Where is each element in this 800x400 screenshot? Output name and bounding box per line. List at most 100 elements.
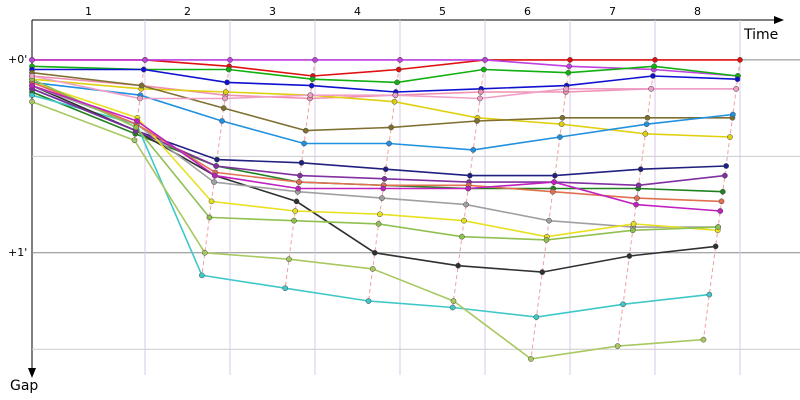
series-point xyxy=(302,127,309,134)
series-point xyxy=(651,63,658,70)
series-point xyxy=(723,163,729,169)
series-line xyxy=(31,81,718,238)
series-point xyxy=(134,118,140,124)
series-point xyxy=(371,249,378,256)
x-tick-label: 3 xyxy=(269,5,276,18)
series-point xyxy=(286,256,292,263)
series-point xyxy=(213,163,219,169)
series-point xyxy=(450,298,457,304)
series-point xyxy=(137,95,143,102)
series-point xyxy=(138,82,145,89)
series-point xyxy=(227,57,233,63)
series-point xyxy=(201,249,208,256)
series-point xyxy=(392,92,399,99)
series-point xyxy=(382,166,389,173)
series-point xyxy=(133,124,140,131)
lap-connector xyxy=(617,59,656,347)
series-point xyxy=(528,356,534,362)
series-point xyxy=(467,172,473,179)
series-point xyxy=(29,82,35,89)
series-point xyxy=(620,301,626,308)
series-point xyxy=(380,185,387,192)
series-point xyxy=(381,175,388,182)
series-point xyxy=(727,134,733,140)
series-point xyxy=(652,57,658,63)
lap-connector xyxy=(530,59,571,359)
series-point xyxy=(220,105,227,111)
series-point xyxy=(375,221,382,227)
series-point xyxy=(558,121,565,128)
series-point xyxy=(557,134,563,140)
series-point xyxy=(565,69,572,76)
series-point xyxy=(140,66,147,73)
series-point xyxy=(298,159,305,166)
series-point xyxy=(219,118,225,124)
series-point xyxy=(394,79,400,86)
series-point xyxy=(629,227,636,234)
x-tick-label: 1 xyxy=(85,5,92,18)
series-point xyxy=(391,98,398,105)
series-point xyxy=(635,182,642,189)
series-point xyxy=(29,92,35,99)
x-tick-label: 4 xyxy=(354,5,361,18)
series-point xyxy=(211,179,217,185)
series-point xyxy=(142,57,148,63)
x-tick-label: 2 xyxy=(184,5,191,18)
series-point xyxy=(551,179,557,185)
series-point xyxy=(222,89,229,95)
y-axis-title: Gap xyxy=(10,378,38,394)
series-point xyxy=(722,172,728,179)
series-point xyxy=(212,172,218,179)
series-point xyxy=(29,57,35,63)
series-point xyxy=(543,237,550,243)
series-point xyxy=(633,201,639,208)
series-point xyxy=(206,214,213,221)
series-point xyxy=(296,179,302,185)
series-point xyxy=(650,73,656,79)
series-point xyxy=(706,291,713,298)
series-point xyxy=(449,304,456,311)
series-point xyxy=(463,201,469,208)
series-point xyxy=(465,185,472,192)
series-point xyxy=(309,76,316,83)
series-point xyxy=(295,185,302,192)
series-point xyxy=(282,285,289,292)
series-point xyxy=(386,140,392,147)
series-point xyxy=(199,272,205,279)
series-point xyxy=(634,195,640,201)
series-point xyxy=(559,114,566,121)
series-point xyxy=(29,98,35,105)
x-tick-label: 6 xyxy=(524,5,531,18)
series-point xyxy=(533,314,540,320)
x-axis-title: Time xyxy=(743,27,778,43)
x-tick-label: 7 xyxy=(609,5,616,18)
series-line xyxy=(31,84,721,212)
series-point xyxy=(642,130,649,137)
series-point xyxy=(563,85,570,92)
series-point xyxy=(291,217,297,224)
series-point xyxy=(395,66,402,73)
series-point xyxy=(733,85,740,92)
series-point xyxy=(630,221,637,227)
series-point xyxy=(715,224,722,230)
series-point xyxy=(477,95,483,102)
series-point xyxy=(549,188,556,195)
y-tick-label: +0' xyxy=(8,53,27,66)
series-point xyxy=(308,82,315,89)
series-point xyxy=(214,156,220,163)
series-point xyxy=(470,147,477,153)
series-point xyxy=(474,118,480,124)
series-point xyxy=(717,208,724,214)
series-point xyxy=(643,121,650,128)
series-point xyxy=(712,243,719,250)
series-point xyxy=(637,166,644,173)
series-point xyxy=(222,95,228,102)
series-point xyxy=(292,208,299,214)
series-point xyxy=(614,343,621,349)
series-point xyxy=(482,57,488,63)
series-point xyxy=(567,57,573,63)
series-point xyxy=(388,124,395,131)
series-point xyxy=(293,198,300,205)
x-tick-label: 5 xyxy=(439,5,446,18)
